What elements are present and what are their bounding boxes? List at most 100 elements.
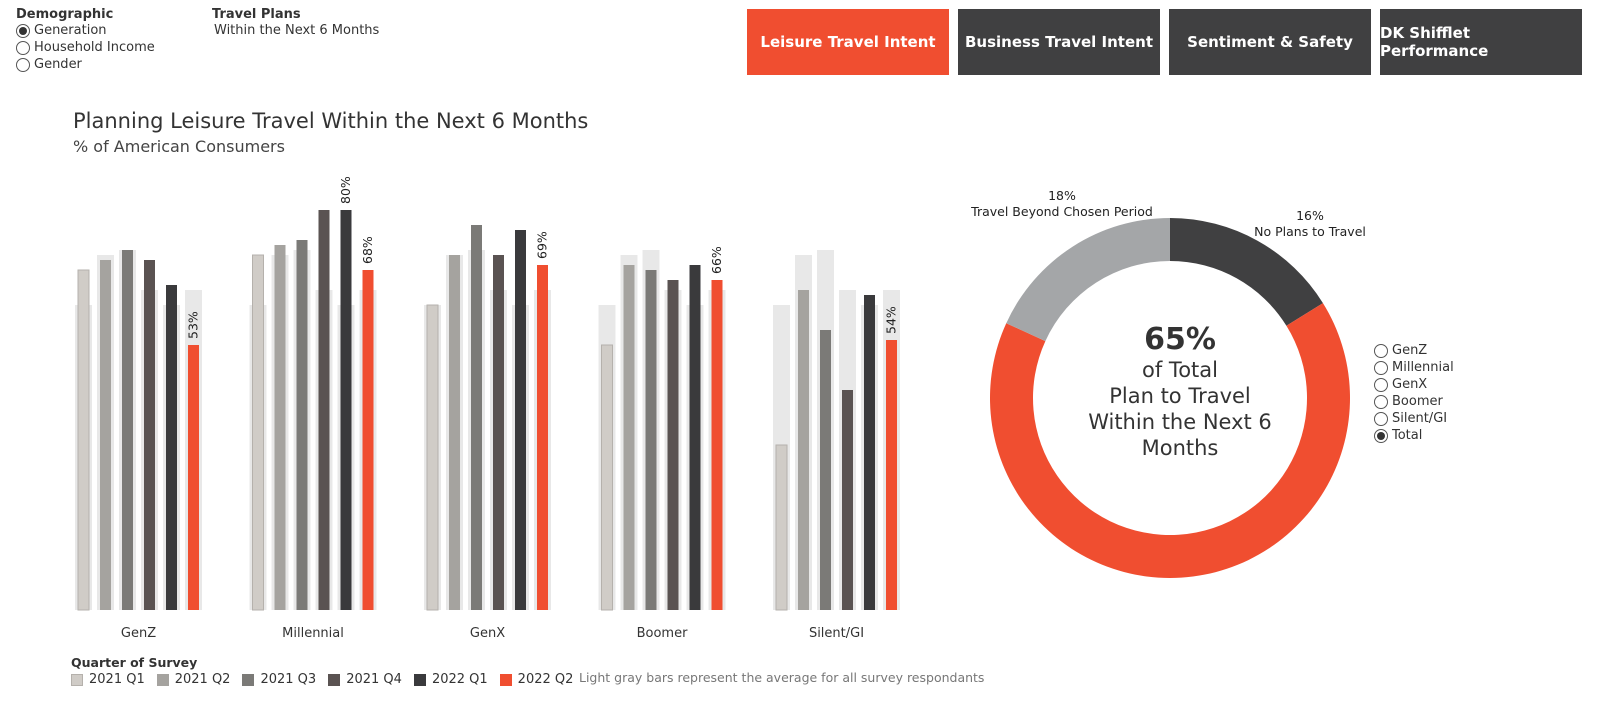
segment-radio-total[interactable]: Total bbox=[1374, 427, 1454, 444]
bar-data-label: 68% bbox=[360, 236, 375, 264]
bar-chart: 53% GenZ 68% Millennial 69% GenX 66% Boomer 54% S… bbox=[75, 176, 900, 640]
bar-genx-2021-q4[interactable] bbox=[493, 255, 504, 610]
radio-unselected-icon[interactable] bbox=[1374, 394, 1388, 409]
bar-data-label: 54% bbox=[884, 306, 899, 334]
travel-plans-value[interactable]: Within the Next 6 Months bbox=[214, 23, 380, 38]
bar-millennial-2021-q2[interactable] bbox=[274, 245, 286, 610]
radio-selected-icon[interactable] bbox=[1374, 428, 1388, 443]
bar-silent-gi-2022-q2[interactable] bbox=[886, 340, 897, 610]
segment-selector: GenZ Millennial GenX Boomer Silent/GI To… bbox=[1374, 342, 1454, 444]
radio-household-income[interactable]: Household Income bbox=[16, 39, 155, 56]
bar-data-label: 69% bbox=[535, 231, 550, 259]
radio-gender[interactable]: Gender bbox=[16, 56, 155, 73]
donut-chart bbox=[990, 218, 1350, 578]
legend-item-2022-q2[interactable]: 2022 Q2 bbox=[499, 672, 574, 687]
bar-genz-2021-q1[interactable] bbox=[77, 269, 90, 611]
radio-unselected-icon[interactable] bbox=[1374, 343, 1388, 358]
bar-millennial-2022-q2[interactable] bbox=[362, 270, 374, 610]
legend-item-2021-q2[interactable]: 2021 Q2 bbox=[156, 672, 231, 687]
bar-genz-2021-q4[interactable] bbox=[144, 260, 155, 610]
bar-genx-2021-q3[interactable] bbox=[471, 225, 482, 610]
bar-genx-2021-q1[interactable] bbox=[426, 304, 439, 611]
legend-label: 2021 Q3 bbox=[260, 672, 317, 687]
radio-unselected-icon[interactable] bbox=[1374, 377, 1388, 392]
bar-millennial-2021-q4[interactable] bbox=[318, 210, 330, 610]
legend-item-2022-q1[interactable]: 2022 Q1 bbox=[413, 672, 488, 687]
bar-silent-gi-2021-q4[interactable] bbox=[842, 390, 853, 610]
slice-pct: 16% bbox=[1296, 208, 1324, 223]
bar-silent-gi-2021-q1[interactable] bbox=[775, 444, 788, 611]
quarter-legend: Quarter of Survey 2021 Q1 2021 Q2 2021 Q… bbox=[71, 655, 585, 687]
donut-slice-no-plans-to-travel[interactable] bbox=[1170, 218, 1323, 326]
radio-label: Generation bbox=[34, 23, 107, 38]
bar-genz-2021-q3[interactable] bbox=[122, 250, 133, 610]
bar-boomer-2021-q3[interactable] bbox=[645, 270, 657, 610]
bar-data-label: 53% bbox=[186, 311, 201, 339]
legend-swatch bbox=[328, 673, 341, 686]
segment-radio-millennial[interactable]: Millennial bbox=[1374, 359, 1454, 376]
category-label: Silent/GI bbox=[809, 626, 864, 640]
nav-dk-shifflet-performance[interactable]: DK Shifflet Performance bbox=[1380, 9, 1582, 75]
donut-slice-plan-to-travel-within-the-next-6-months[interactable] bbox=[990, 303, 1350, 578]
bar-genz-2022-q1[interactable] bbox=[166, 285, 177, 610]
segment-radio-genz[interactable]: GenZ bbox=[1374, 342, 1454, 359]
bar-genx-2022-q2[interactable] bbox=[537, 265, 548, 610]
donut-slice-travel-beyond-chosen-period[interactable] bbox=[1006, 218, 1170, 342]
legend-item-2021-q1[interactable]: 2021 Q1 bbox=[71, 672, 145, 687]
nav-leisure-travel-intent[interactable]: Leisure Travel Intent bbox=[747, 9, 949, 75]
donut-center-line: Within the Next 6 bbox=[1088, 410, 1272, 434]
bar-silent-gi-2021-q3[interactable] bbox=[820, 330, 831, 610]
radio-selected-icon[interactable] bbox=[16, 23, 30, 38]
segment-radio-silent-gi[interactable]: Silent/GI bbox=[1374, 410, 1454, 427]
slice-text: Travel Beyond Chosen Period bbox=[971, 204, 1153, 219]
legend-item-2021-q4[interactable]: 2021 Q4 bbox=[328, 672, 402, 687]
donut-center-line: of Total bbox=[1142, 358, 1218, 382]
chart-subtitle: % of American Consumers bbox=[73, 137, 285, 156]
bar-millennial-2021-q1[interactable] bbox=[252, 254, 264, 611]
bar-silent-gi-2021-q2[interactable] bbox=[798, 290, 809, 610]
radio-generation[interactable]: Generation bbox=[16, 22, 155, 39]
bar-genz-2021-q2[interactable] bbox=[100, 260, 111, 610]
nav-sentiment-safety[interactable]: Sentiment & Safety bbox=[1169, 9, 1371, 75]
segment-radio-label: GenZ bbox=[1392, 343, 1428, 358]
bar-genz-2022-q2[interactable] bbox=[188, 345, 199, 610]
segment-radio-label: GenX bbox=[1392, 377, 1428, 392]
bar-boomer-2022-q1[interactable] bbox=[689, 265, 701, 610]
radio-unselected-icon[interactable] bbox=[16, 57, 30, 72]
average-bar-note: Light gray bars represent the average fo… bbox=[579, 670, 985, 685]
bar-millennial-2022-q1[interactable] bbox=[340, 210, 352, 610]
bar-boomer-2021-q1[interactable] bbox=[601, 344, 613, 611]
legend-title: Quarter of Survey bbox=[71, 655, 198, 670]
radio-unselected-icon[interactable] bbox=[1374, 360, 1388, 375]
legend-label: 2021 Q1 bbox=[89, 672, 145, 687]
legend-label: 2022 Q2 bbox=[517, 672, 574, 687]
demographic-filter-title: Demographic bbox=[16, 7, 114, 22]
travel-plans-filter: Travel Plans Within the Next 6 Months bbox=[212, 7, 379, 38]
bar-boomer-2021-q2[interactable] bbox=[623, 265, 635, 610]
travel-plans-title: Travel Plans bbox=[212, 7, 301, 22]
legend-item-2021-q3[interactable]: 2021 Q3 bbox=[242, 672, 316, 687]
radio-unselected-icon[interactable] bbox=[1374, 411, 1388, 426]
demographic-filter: Demographic Generation Household Income … bbox=[16, 7, 155, 73]
segment-radio-boomer[interactable]: Boomer bbox=[1374, 393, 1454, 410]
nav-business-travel-intent[interactable]: Business Travel Intent bbox=[958, 9, 1160, 75]
bar-data-label: 80% bbox=[338, 176, 353, 204]
bar-boomer-2021-q4[interactable] bbox=[667, 280, 679, 610]
legend-label: 2021 Q4 bbox=[346, 672, 402, 687]
slice-label-beyond: 18% Travel Beyond Chosen Period bbox=[962, 188, 1162, 220]
legend-label: 2021 Q2 bbox=[174, 672, 231, 687]
bar-data-label: 66% bbox=[709, 246, 724, 274]
donut-center-line: Months bbox=[1141, 436, 1219, 460]
legend-swatch bbox=[71, 673, 83, 686]
radio-unselected-icon[interactable] bbox=[16, 40, 30, 55]
bar-boomer-2022-q2[interactable] bbox=[711, 280, 723, 610]
category-label: GenZ bbox=[121, 626, 156, 640]
donut-center-text: 65% of Total Plan to Travel Within the N… bbox=[1060, 323, 1300, 461]
bar-millennial-2021-q3[interactable] bbox=[296, 240, 308, 610]
legend-label: 2022 Q1 bbox=[431, 672, 488, 687]
bar-silent-gi-2022-q1[interactable] bbox=[864, 295, 875, 610]
bar-genx-2021-q2[interactable] bbox=[449, 255, 460, 610]
radio-label: Household Income bbox=[34, 40, 155, 55]
segment-radio-genx[interactable]: GenX bbox=[1374, 376, 1454, 393]
bar-genx-2022-q1[interactable] bbox=[515, 230, 526, 610]
